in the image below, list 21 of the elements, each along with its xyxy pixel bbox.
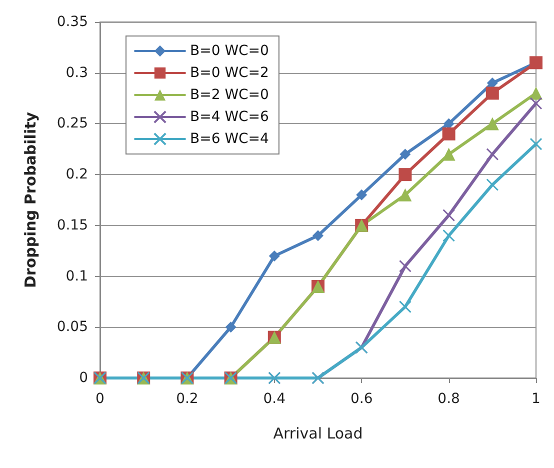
y-tick-label: 0 <box>79 370 88 386</box>
y-axis-title: Dropping Probability <box>22 112 40 288</box>
y-tick-label: 0.3 <box>66 64 88 81</box>
legend-label: B=2 WC=0 <box>190 87 269 103</box>
y-tick-label: 0.2 <box>66 166 88 183</box>
legend-label: B=0 WC=0 <box>190 43 269 59</box>
y-tick-label: 0.35 <box>56 14 88 30</box>
y-tick-label: 0.05 <box>56 319 88 336</box>
x-axis-title: Arrival Load <box>273 424 363 442</box>
legend-label: B=6 WC=4 <box>190 131 270 147</box>
legend-label: B=4 WC=6 <box>190 109 270 125</box>
x-tick-label: 1 <box>532 391 540 407</box>
x-tick-label: 0 <box>96 391 104 407</box>
y-tick-label: 0.15 <box>56 217 88 234</box>
x-tick-label: 0.8 <box>438 391 460 407</box>
x-tick-label: 0.2 <box>176 391 198 407</box>
x-tick-label: 0.4 <box>263 391 286 407</box>
x-tick-label: 0.6 <box>350 391 373 407</box>
legend-label: B=0 WC=2 <box>190 65 269 81</box>
y-tick-label: 0.25 <box>56 116 88 132</box>
y-tick-label: 0.1 <box>66 268 88 284</box>
